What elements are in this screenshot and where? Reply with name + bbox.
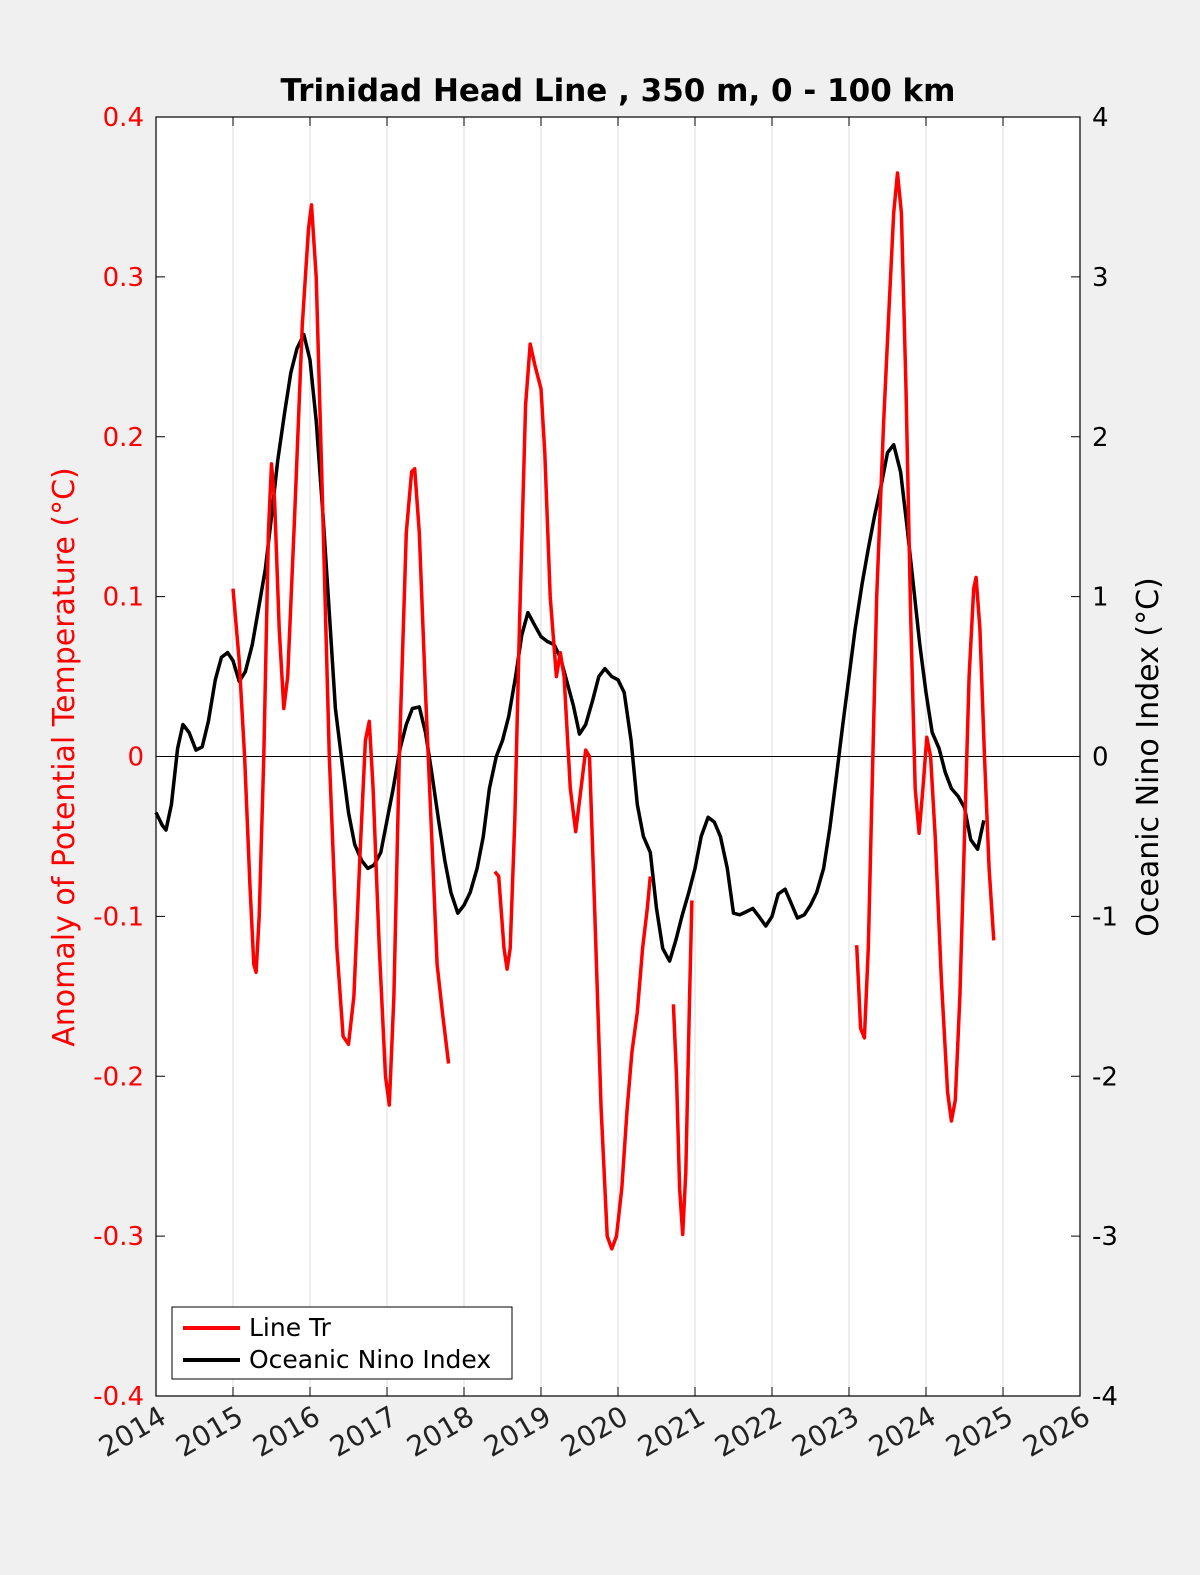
y-tick-label-right: 0	[1092, 743, 1109, 773]
x-tick-label: 2018	[401, 1399, 479, 1463]
y-tick-label-left: 0.4	[103, 103, 144, 133]
x-tick-label: 2020	[555, 1399, 633, 1463]
x-tick-label: 2017	[324, 1399, 402, 1463]
y-tick-label-right: -2	[1092, 1062, 1118, 1092]
x-tick-label: 2019	[478, 1399, 556, 1463]
x-tick-label: 2023	[786, 1399, 864, 1463]
series-line-tr-segment-4	[854, 171, 996, 1123]
y-tick-label-left: -0.3	[93, 1222, 144, 1252]
y-axis-label-left: Anomaly of Potential Temperature (°C)	[47, 467, 82, 1046]
y-tick-label-left: 0	[127, 743, 144, 773]
x-tick-label: 2016	[247, 1399, 325, 1463]
y-tick-label-right: -3	[1092, 1222, 1118, 1252]
y-tick-label-right: -4	[1092, 1382, 1118, 1412]
y-axis-label-right: Oceanic Nino Index (°C)	[1131, 577, 1166, 937]
series-layer	[154, 171, 996, 1251]
series-line-tr-segment-1	[231, 203, 451, 1107]
x-tick-label: 2015	[170, 1399, 248, 1463]
legend: Line Tr Oceanic Nino Index	[171, 1306, 513, 1380]
y-tick-label-right: 1	[1092, 583, 1109, 613]
series-line-tr-segment-3	[671, 900, 694, 1237]
y-tick-label-left: 0.3	[103, 263, 144, 293]
y-tick-label-right: 2	[1092, 423, 1109, 453]
x-tick-label: 2021	[632, 1399, 710, 1463]
x-tick-label: 2024	[863, 1399, 941, 1463]
y-tick-label-right: 4	[1092, 103, 1109, 133]
y-tick-label-left: -0.1	[93, 902, 144, 932]
y-tick-label-left: 0.1	[103, 583, 144, 613]
series-oni-line	[154, 332, 986, 963]
y-tick-label-left: -0.2	[93, 1062, 144, 1092]
y-tick-label-right: 3	[1092, 263, 1109, 293]
x-tick-label: 2022	[709, 1399, 787, 1463]
chart-title: Trinidad Head Line , 350 m, 0 - 100 km	[281, 73, 956, 109]
series-line-tr-segment-2	[493, 342, 653, 1251]
legend-label-oni: Oceanic Nino Index	[249, 1345, 491, 1374]
x-tick-label: 2025	[940, 1399, 1018, 1463]
legend-box	[171, 1306, 513, 1380]
legend-label-line-tr: Line Tr	[249, 1313, 332, 1342]
x-tick-label: 2026	[1017, 1399, 1095, 1463]
y-tick-label-right: -1	[1092, 902, 1118, 932]
y-tick-label-left: 0.2	[103, 423, 144, 453]
y-tick-label-left: -0.4	[93, 1382, 144, 1412]
